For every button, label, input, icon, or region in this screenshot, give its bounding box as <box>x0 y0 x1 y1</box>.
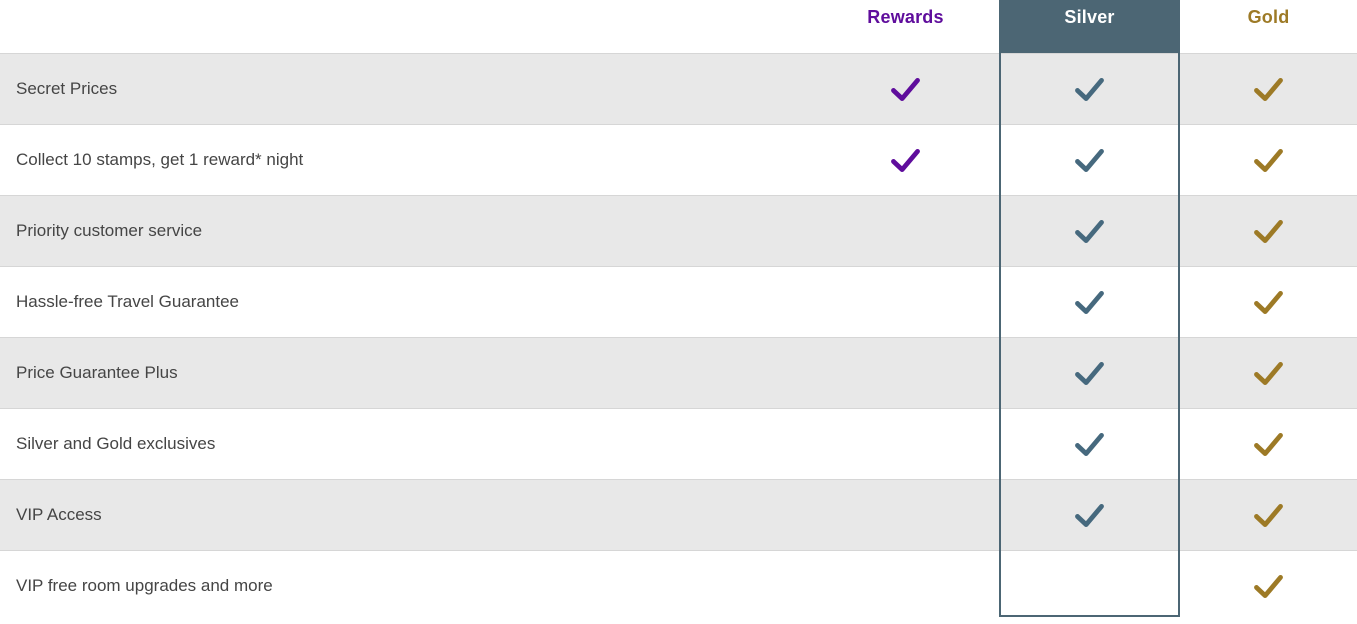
rewards-check-cell <box>812 267 999 337</box>
check-icon <box>1254 432 1283 456</box>
rewards-check-cell <box>812 196 999 266</box>
rewards-check-cell <box>812 551 999 621</box>
check-icon <box>891 77 920 101</box>
table-body: Secret Prices Collect 10 stamps, get 1 r… <box>0 53 1357 621</box>
check-icon <box>891 148 920 172</box>
silver-check-cell <box>999 196 1180 266</box>
table-row: Collect 10 stamps, get 1 reward* night <box>0 124 1357 195</box>
feature-label: VIP Access <box>16 505 102 524</box>
check-icon <box>1075 290 1104 314</box>
rewards-check-cell <box>812 480 999 550</box>
gold-check-cell <box>1180 125 1357 195</box>
feature-label: Secret Prices <box>16 79 118 98</box>
table-row: Hassle-free Travel Guarantee <box>0 266 1357 337</box>
silver-check-cell <box>999 267 1180 337</box>
rewards-check-cell <box>812 54 999 124</box>
feature-label: Hassle-free Travel Guarantee <box>16 292 239 311</box>
silver-check-cell <box>999 125 1180 195</box>
feature-label: Price Guarantee Plus <box>16 363 178 382</box>
silver-check-cell <box>999 409 1180 479</box>
check-icon <box>1254 219 1283 243</box>
table-row: VIP Access <box>0 479 1357 550</box>
check-icon <box>1075 432 1104 456</box>
check-icon <box>1254 361 1283 385</box>
check-icon <box>1075 361 1104 385</box>
table-row: Priority customer service <box>0 195 1357 266</box>
rewards-check-cell <box>812 338 999 408</box>
silver-check-cell <box>999 551 1180 621</box>
gold-check-cell <box>1180 267 1357 337</box>
check-icon <box>1254 148 1283 172</box>
gold-check-cell <box>1180 196 1357 266</box>
rewards-check-cell <box>812 125 999 195</box>
column-header-rewards: Rewards <box>867 7 944 27</box>
gold-check-cell <box>1180 338 1357 408</box>
feature-label: Priority customer service <box>16 221 203 240</box>
check-icon <box>1254 503 1283 527</box>
feature-label: VIP free room upgrades and more <box>16 576 273 595</box>
rewards-check-cell <box>812 409 999 479</box>
feature-label: Silver and Gold exclusives <box>16 434 216 453</box>
gold-check-cell <box>1180 54 1357 124</box>
table-row: VIP free room upgrades and more <box>0 550 1357 621</box>
silver-check-cell <box>999 480 1180 550</box>
gold-check-cell <box>1180 551 1357 621</box>
column-header-silver: Silver <box>999 0 1180 53</box>
feature-column-header-spacer <box>0 0 812 53</box>
table-header: Rewards Silver Gold <box>0 0 1357 53</box>
column-header-gold: Gold <box>1247 7 1290 27</box>
check-icon <box>1075 148 1104 172</box>
table-row: Price Guarantee Plus <box>0 337 1357 408</box>
check-icon <box>1254 574 1283 598</box>
feature-label: Collect 10 stamps, get 1 reward* night <box>16 150 304 169</box>
check-icon <box>1254 290 1283 314</box>
table-row: Silver and Gold exclusives <box>0 408 1357 479</box>
gold-check-cell <box>1180 480 1357 550</box>
silver-check-cell <box>999 54 1180 124</box>
silver-check-cell <box>999 338 1180 408</box>
check-icon <box>1075 77 1104 101</box>
check-icon <box>1254 77 1283 101</box>
check-icon <box>1075 503 1104 527</box>
table-row: Secret Prices <box>0 53 1357 124</box>
check-icon <box>1075 219 1104 243</box>
gold-check-cell <box>1180 409 1357 479</box>
